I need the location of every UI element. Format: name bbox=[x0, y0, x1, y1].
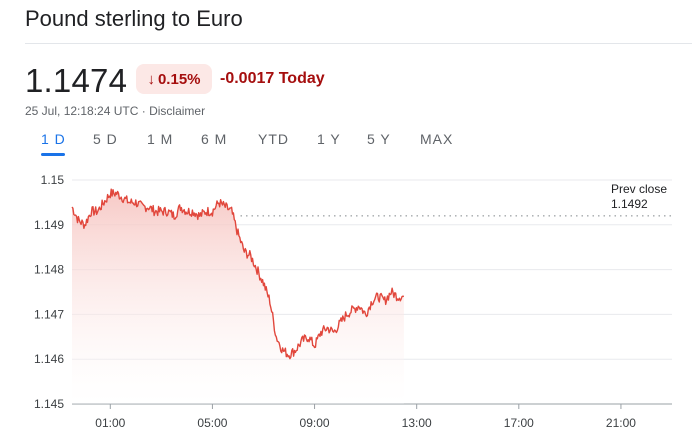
tab-5d[interactable]: 5 D bbox=[93, 131, 118, 147]
tab-1m[interactable]: 1 M bbox=[147, 131, 174, 147]
y-tick-label: 1.148 bbox=[34, 263, 64, 277]
active-tab-indicator bbox=[41, 153, 65, 156]
y-tick-label: 1.147 bbox=[34, 307, 64, 321]
tab-1y[interactable]: 1 Y bbox=[317, 131, 341, 147]
divider bbox=[25, 43, 692, 44]
page-title: Pound sterling to Euro bbox=[25, 6, 243, 31]
x-tick-label: 05:00 bbox=[197, 416, 227, 430]
tab-max[interactable]: MAX bbox=[420, 131, 454, 147]
tab-6m[interactable]: 6 M bbox=[201, 131, 228, 147]
current-price: 1.1474 bbox=[25, 62, 128, 99]
prev-close-label: Prev close bbox=[611, 182, 667, 196]
change-percent-badge: ↓ 0.15% bbox=[136, 64, 212, 94]
timestamp: 25 Jul, 12:18:24 UTC bbox=[25, 104, 139, 118]
y-tick-label: 1.149 bbox=[34, 218, 64, 232]
x-tick-label: 09:00 bbox=[300, 416, 330, 430]
x-tick-label: 01:00 bbox=[95, 416, 125, 430]
down-arrow-icon: ↓ bbox=[147, 70, 155, 88]
price-line bbox=[71, 188, 405, 360]
tab-ytd[interactable]: YTD bbox=[258, 131, 289, 147]
x-tick-label: 13:00 bbox=[402, 416, 432, 430]
x-tick-label: 21:00 bbox=[606, 416, 636, 430]
change-percent: 0.15% bbox=[157, 70, 201, 88]
tab-5y[interactable]: 5 Y bbox=[367, 131, 391, 147]
y-tick-label: 1.145 bbox=[34, 397, 64, 411]
disclaimer-link[interactable]: Disclaimer bbox=[149, 104, 206, 118]
change-absolute: -0.0017 Today bbox=[220, 70, 325, 87]
prev-close-value: 1.1492 bbox=[611, 197, 648, 211]
tab-1d[interactable]: 1 D bbox=[41, 131, 66, 147]
timestamp-line: 25 Jul, 12:18:24 UTC · Disclaimer bbox=[25, 104, 205, 118]
y-tick-label: 1.146 bbox=[34, 352, 64, 366]
price-area bbox=[72, 189, 404, 404]
x-tick-label: 17:00 bbox=[504, 416, 534, 430]
y-tick-label: 1.15 bbox=[41, 173, 65, 187]
meta-separator: · bbox=[138, 104, 150, 118]
